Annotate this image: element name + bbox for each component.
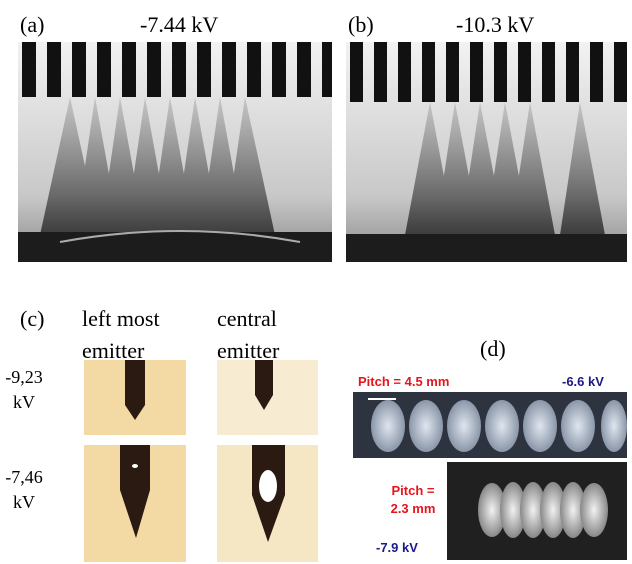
pitch: Pitch = 4.5 mm <box>358 374 449 389</box>
pitch: Pitch = 2.3 mm <box>383 482 443 518</box>
row-label: -7,46 kV <box>0 465 48 515</box>
panel-label: (a) <box>20 12 44 38</box>
photo-a <box>18 42 332 262</box>
photo-b <box>346 42 627 262</box>
column-label: central emitter <box>217 303 312 367</box>
column-label: left most emitter <box>82 303 187 367</box>
panel-label: (b) <box>348 12 374 38</box>
photos <box>0 0 632 564</box>
voltage: -6.6 kV <box>562 374 604 389</box>
panel-label: (c) <box>20 306 44 332</box>
voltage: -10.3 kV <box>456 12 534 38</box>
photo-c <box>84 360 318 562</box>
voltage: -7.44 kV <box>140 12 218 38</box>
row-label: -9,23 kV <box>0 365 48 415</box>
voltage: -7.9 kV <box>376 540 418 555</box>
figure: (a) -7.44 kV (b) -10.3 kV (c) left most … <box>0 0 632 564</box>
photo-d <box>353 392 627 560</box>
panel-label: (d) <box>480 336 506 362</box>
